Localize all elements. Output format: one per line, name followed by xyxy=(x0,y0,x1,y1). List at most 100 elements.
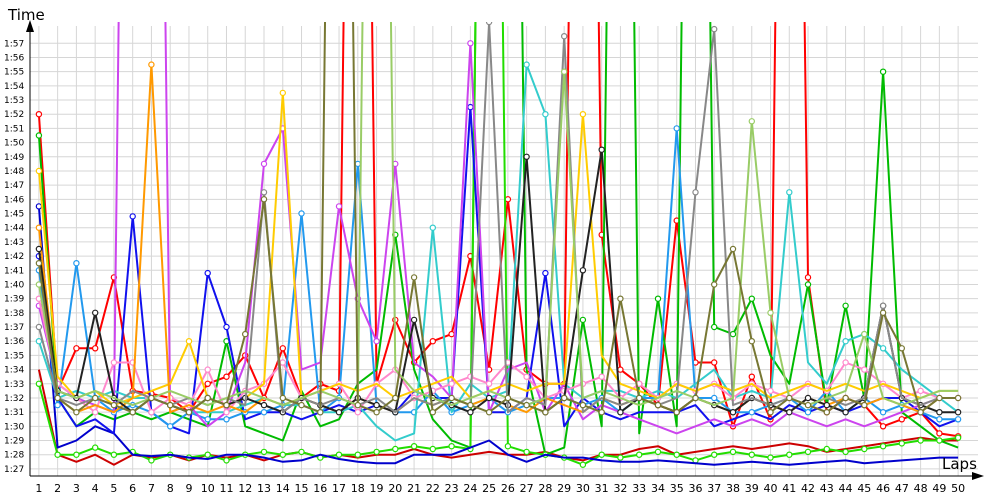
series-14-point-25 xyxy=(485,22,493,26)
y-tick-label-13: 1:39 xyxy=(4,295,24,305)
y-tick-label-17: 1:43 xyxy=(4,238,24,248)
series-4-point-22 xyxy=(429,445,436,453)
series-16 xyxy=(35,22,962,416)
series-7-point-11 xyxy=(223,416,230,423)
series-4-point-11 xyxy=(223,457,230,464)
series-10-point-23 xyxy=(448,380,455,387)
series-2-line xyxy=(37,369,959,466)
x-tick-label-40: 40 xyxy=(764,482,778,495)
series-13-point-21 xyxy=(410,316,418,324)
series-16-point-43 xyxy=(823,409,831,416)
series-1-point-10 xyxy=(204,380,211,387)
series-10-point-27 xyxy=(523,373,530,380)
series-13-point-19 xyxy=(373,401,380,409)
series-13-point-41 xyxy=(786,409,793,416)
series-16-point-3 xyxy=(73,409,80,416)
series-10-point-14 xyxy=(279,359,286,366)
series-16-point-49 xyxy=(936,394,943,402)
series-16-point-26 xyxy=(504,394,512,402)
series-14-point-36 xyxy=(692,189,699,196)
series-1-point-14 xyxy=(279,345,286,352)
series-10-point-48 xyxy=(917,387,924,395)
series-4-point-4 xyxy=(91,444,99,451)
series-6-point-11 xyxy=(223,323,230,331)
series-1-point-22 xyxy=(429,338,436,345)
series-16-point-32 xyxy=(617,295,624,302)
series-4-point-21 xyxy=(410,443,418,450)
series-4-point-18 xyxy=(354,451,361,458)
series-13-point-38 xyxy=(729,409,737,416)
series-15-point-29 xyxy=(561,68,568,75)
y-tick-label-25: 1:51 xyxy=(4,124,24,134)
y-axis-label: Time xyxy=(7,6,45,24)
x-tick-label-31: 31 xyxy=(595,482,609,495)
series-13-point-30 xyxy=(579,267,587,274)
x-tick-label-28: 28 xyxy=(538,482,552,495)
x-tick-label-48: 48 xyxy=(914,482,928,495)
series-4-point-23 xyxy=(448,443,455,450)
series-4-point-1 xyxy=(35,380,43,387)
series-16-point-4 xyxy=(91,394,99,402)
x-tick-label-27: 27 xyxy=(520,482,534,495)
x-tick-label-44: 44 xyxy=(839,482,853,495)
series-7-point-35 xyxy=(673,125,680,132)
series-9-point-19 xyxy=(373,338,380,345)
series-6-point-28 xyxy=(542,269,549,277)
series-1-point-46 xyxy=(879,423,887,430)
x-tick-label-20: 20 xyxy=(388,482,402,495)
x-tick-labels: 1 2 3 4 5 6 7 8 9 10 11 12 13 14 15 16 17 18 19 20 21 22 23 24 2… xyxy=(35,482,965,495)
series-4-point-38 xyxy=(729,448,737,456)
series-16-point-29 xyxy=(561,394,568,402)
series-4-point-31 xyxy=(598,451,605,458)
x-tick-label-29: 29 xyxy=(557,482,571,495)
x-tick-label-39: 39 xyxy=(745,482,759,495)
series-4-point-45 xyxy=(861,445,868,453)
series-7-point-13 xyxy=(260,409,268,416)
series-10-point-5 xyxy=(110,359,118,366)
series-3-point-1 xyxy=(35,132,43,139)
series-6-point-24 xyxy=(467,103,474,111)
x-tick-label-33: 33 xyxy=(632,482,646,495)
series-16-point-13 xyxy=(260,196,268,203)
x-tick-label-41: 41 xyxy=(782,482,796,495)
y-tick-label-27: 1:53 xyxy=(4,96,24,106)
series-16-point-38 xyxy=(729,245,737,253)
series-16-point-11 xyxy=(223,401,230,409)
x-tick-label-36: 36 xyxy=(688,482,702,495)
series-1-point-49 xyxy=(936,430,943,437)
x-tick-label-4: 4 xyxy=(92,482,99,495)
series-3-line xyxy=(37,22,959,456)
series-11-point-14 xyxy=(279,89,286,97)
series-8-point-1 xyxy=(35,338,43,345)
x-tick-label-2: 2 xyxy=(54,482,61,495)
series-10-point-11 xyxy=(223,409,230,416)
series-3-point-38 xyxy=(729,330,737,338)
y-tick-label-28: 1:54 xyxy=(4,82,24,92)
series-3-point-42 xyxy=(804,281,812,288)
x-tick-label-1: 1 xyxy=(35,482,42,495)
series-10-point-40 xyxy=(767,387,774,395)
series-13-point-42 xyxy=(804,394,812,402)
series-10-point-18 xyxy=(354,409,361,416)
series-4-point-39 xyxy=(748,451,756,458)
series-4-point-41 xyxy=(786,451,793,458)
series-7-point-8 xyxy=(166,423,174,430)
x-tick-label-18: 18 xyxy=(351,482,365,495)
series-4-point-49 xyxy=(936,437,943,444)
series-3-point-39 xyxy=(748,295,756,302)
series-16-point-23 xyxy=(448,394,455,402)
series-13-point-13 xyxy=(260,401,268,409)
series-7-point-18 xyxy=(354,160,361,168)
series-4-point-20 xyxy=(392,445,399,453)
series-12-point-7 xyxy=(148,61,155,68)
x-tick-label-35: 35 xyxy=(670,482,684,495)
y-tick-label-11: 1:37 xyxy=(4,323,24,333)
series-16-point-14 xyxy=(279,394,286,402)
series-16-point-39 xyxy=(748,338,756,345)
y-tick-label-19: 1:45 xyxy=(4,210,24,220)
y-tick-label-24: 1:50 xyxy=(4,139,24,149)
series-3-point-44 xyxy=(842,302,849,309)
series-11-point-1 xyxy=(35,167,43,175)
series-5-point-1 xyxy=(35,203,43,210)
series-10-point-31 xyxy=(598,373,605,380)
